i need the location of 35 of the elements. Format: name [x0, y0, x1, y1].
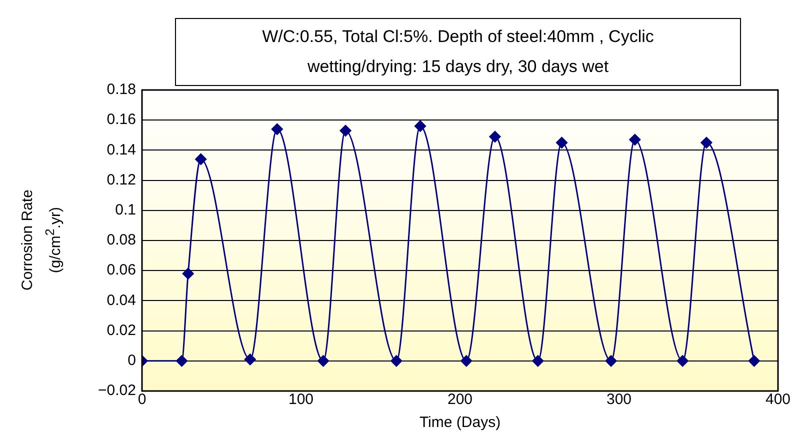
x-axis-title: Time (Days) — [419, 414, 501, 432]
point — [271, 123, 283, 135]
point — [489, 130, 501, 142]
point — [748, 355, 760, 367]
point — [195, 153, 207, 165]
y-tick-label: 0.18 — [106, 81, 136, 98]
y-tick-label: −0.02 — [98, 382, 136, 400]
point — [629, 134, 641, 146]
point — [556, 136, 568, 148]
y-tick-label: 0.14 — [106, 141, 136, 158]
point — [340, 124, 352, 136]
chart-title: W/C:0.55, Total Cl:5%. Depth of steel:40mm , Cyclic wetting/drying: 15 days dry, 30 days wet — [175, 18, 741, 86]
y-tick-label: 0.1 — [115, 202, 136, 219]
x-tick-label: 100 — [288, 391, 314, 408]
point — [700, 136, 712, 148]
y-tick-label: 0.04 — [106, 292, 136, 309]
y-tick-label: 0.06 — [106, 262, 136, 279]
y-tick-label: 0.12 — [106, 171, 136, 188]
y-tick-label: 0.08 — [106, 232, 136, 249]
y-tick-label: 0.16 — [106, 111, 136, 128]
y-tick-label: 0.02 — [106, 322, 136, 339]
point — [460, 355, 472, 367]
y-tick-label: 0 — [128, 352, 136, 370]
point — [414, 120, 426, 132]
point — [244, 354, 256, 366]
x-tick-label: 400 — [765, 391, 791, 408]
point — [532, 355, 544, 367]
point — [176, 355, 188, 367]
point — [390, 355, 402, 367]
point — [182, 268, 194, 280]
point — [605, 355, 617, 367]
point — [318, 355, 330, 367]
x-tick-label: 300 — [606, 391, 632, 408]
point — [676, 355, 688, 367]
x-tick-label: 200 — [447, 391, 473, 408]
